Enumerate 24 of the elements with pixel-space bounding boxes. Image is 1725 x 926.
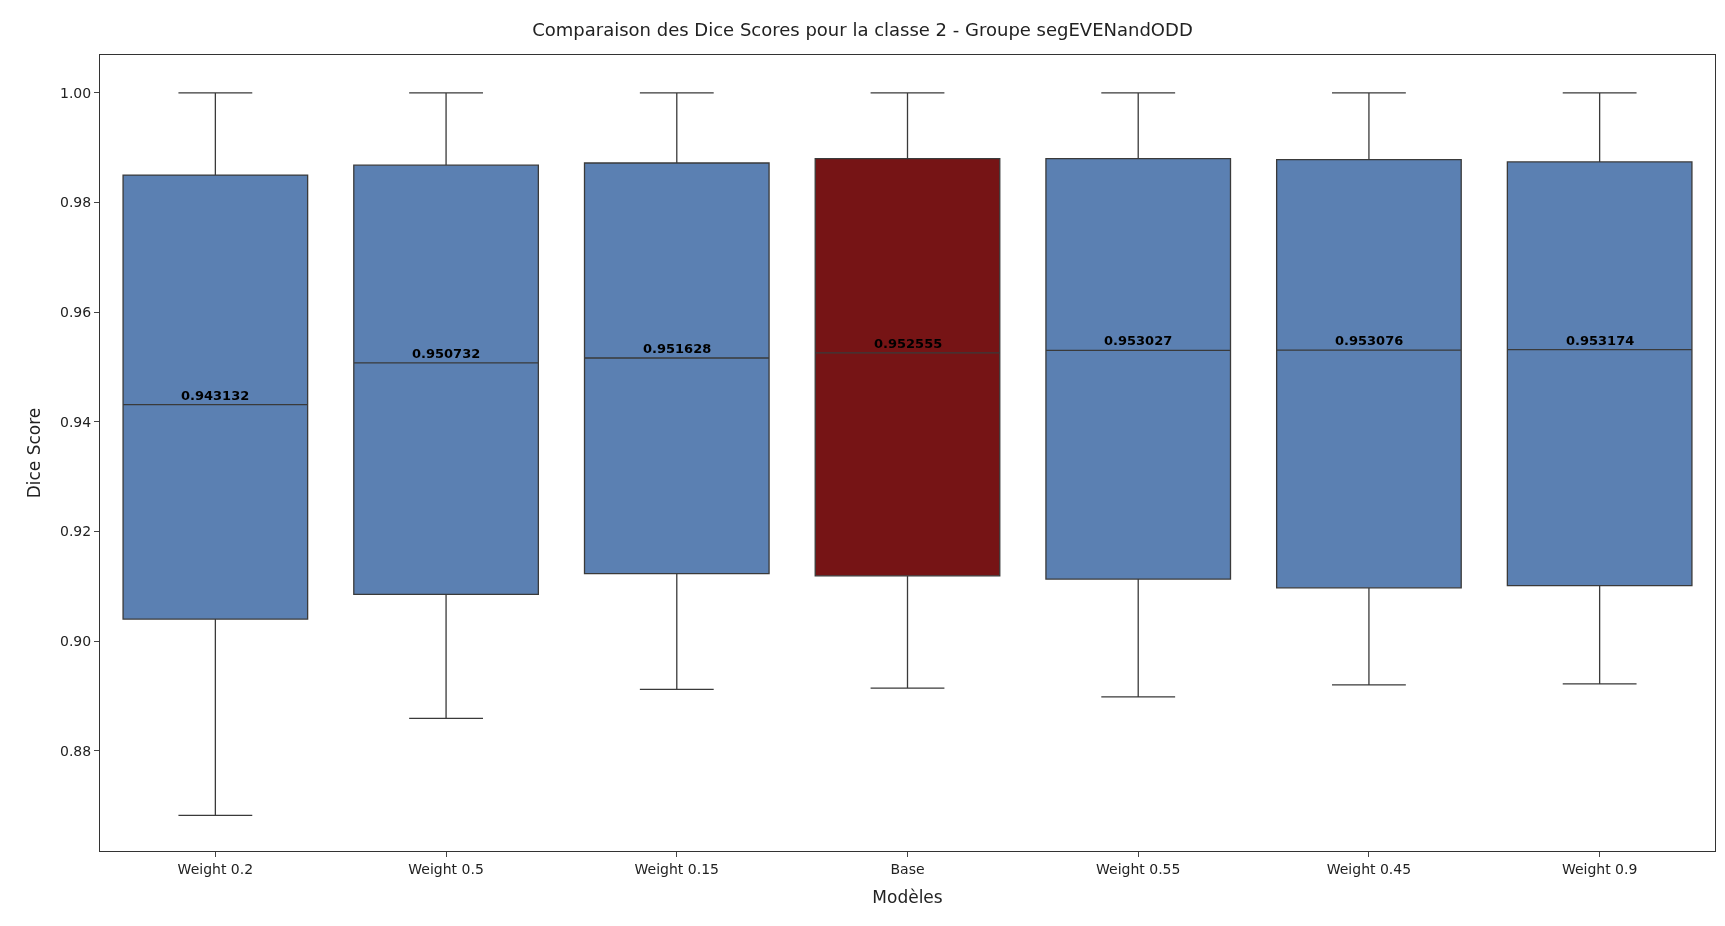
x-axis-title: Modèles [872,887,943,908]
x-tick-label: Weight 0.55 [1096,860,1181,877]
y-tick-label: 0.90 [60,632,92,649]
x-tick-label: Weight 0.9 [1561,860,1638,877]
text: 0.951628 [643,341,712,356]
y-tick-label: 0.98 [60,194,92,211]
y-tick-label: 0.92 [60,523,92,540]
text: 0.953174 [1566,333,1635,348]
y-tick-label: 1.00 [60,84,92,101]
y-tick-label: 0.94 [60,413,92,430]
y-tick-label: 0.96 [60,304,92,321]
chart-title: Comparaison des Dice Scores pour la classe 2 - Groupe segEVENandODD [532,18,1193,40]
text: 0.950732 [412,346,481,361]
text: 0.953076 [1335,333,1404,348]
x-tick-label: Base [890,860,925,877]
y-axis-title: Dice Score [23,407,44,499]
y-tick-label: 0.88 [60,742,92,759]
x-tick-label: Weight 0.5 [408,860,484,877]
x-tick-label: Weight 0.45 [1326,860,1412,877]
text: 0.952555 [874,336,943,351]
text: 0.943132 [181,388,250,403]
text: 0.953027 [1104,333,1173,348]
x-tick-label: Weight 0.15 [634,860,719,877]
x-tick-label: Weight 0.2 [177,860,254,877]
